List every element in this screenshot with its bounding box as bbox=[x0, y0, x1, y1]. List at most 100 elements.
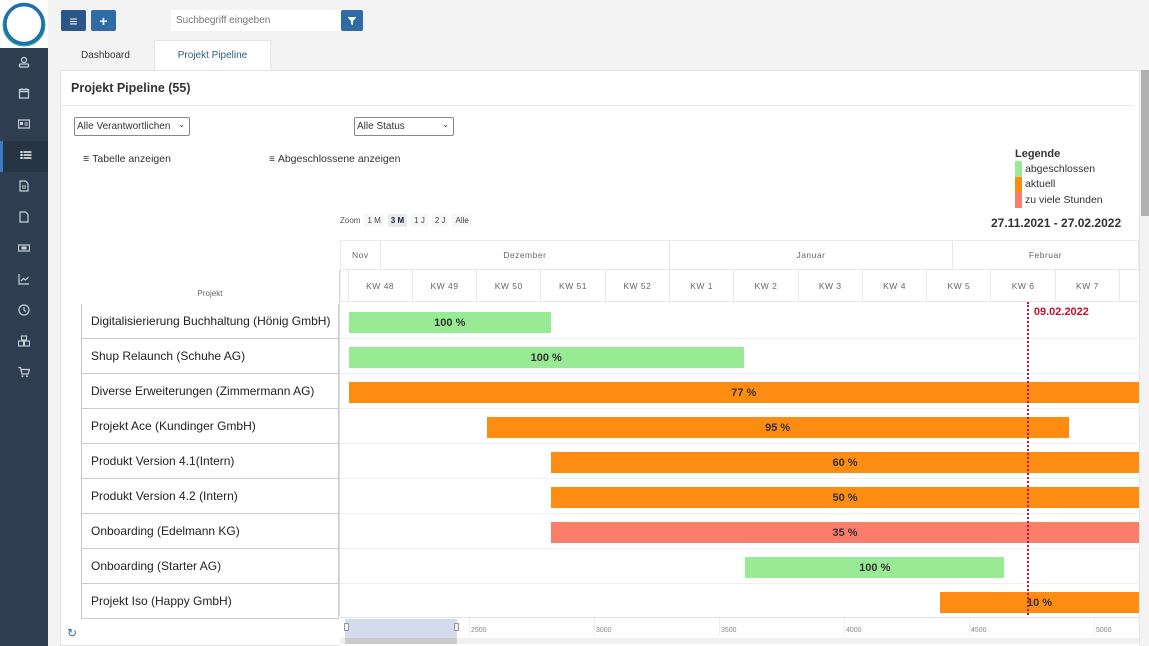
project-bar[interactable]: 100 % bbox=[348, 312, 552, 333]
progress-label: 35 % bbox=[832, 526, 858, 539]
project-row-label[interactable]: Produkt Version 4.2 (Intern) bbox=[81, 479, 339, 514]
project-column-header: Projekt bbox=[197, 289, 223, 298]
show-table-link[interactable]: ≡ Tabelle anzeigen bbox=[83, 153, 171, 165]
filter-button[interactable] bbox=[341, 10, 363, 31]
tab-label: Projekt Pipeline bbox=[177, 50, 248, 61]
legend-item-completed: abgeschlossen bbox=[1015, 161, 1103, 177]
sidebar-item-inventory[interactable] bbox=[0, 327, 48, 358]
today-marker bbox=[1026, 302, 1029, 615]
project-row-label[interactable]: Produkt Version 4.1(Intern) bbox=[81, 444, 339, 479]
progress-label: 60 % bbox=[832, 456, 858, 469]
sidebar-item-reports[interactable] bbox=[0, 265, 48, 296]
navigator-tick-line bbox=[969, 618, 970, 636]
row-gridline bbox=[340, 373, 1140, 374]
hamburger-icon: ≡ bbox=[69, 12, 78, 29]
zoom-1j-button[interactable]: 1 J bbox=[411, 214, 428, 227]
row-gridline bbox=[340, 583, 1140, 584]
sidebar-item-contacts[interactable] bbox=[0, 110, 48, 141]
project-row-label[interactable]: Projekt Iso (Happy GmbH) bbox=[81, 584, 339, 619]
project-bar[interactable]: 10 % bbox=[940, 592, 1139, 613]
menu-button[interactable]: ≡ bbox=[61, 10, 86, 31]
status-filter-select[interactable]: Alle Status ⌄ bbox=[354, 117, 454, 136]
project-row-label[interactable]: Shup Relaunch (Schuhe AG) bbox=[81, 339, 339, 374]
zoom-all-button[interactable]: Alle bbox=[452, 214, 472, 227]
week-cell-partial bbox=[340, 270, 349, 302]
week-cell-partial bbox=[1120, 270, 1139, 302]
project-bar[interactable]: 95 % bbox=[486, 417, 1069, 438]
navigator-tick-line bbox=[1094, 618, 1095, 636]
legend-label: abgeschlossen bbox=[1025, 162, 1096, 175]
range-navigator[interactable] bbox=[340, 617, 1139, 646]
sidebar bbox=[0, 0, 48, 646]
progress-label: 100 % bbox=[530, 351, 562, 364]
legend-title: Legende bbox=[1015, 148, 1061, 160]
project-row-label[interactable]: Onboarding (Edelmann KG) bbox=[81, 514, 339, 549]
week-cell: KW 4 bbox=[862, 270, 928, 302]
project-bar[interactable]: 60 % bbox=[551, 452, 1139, 473]
checklist-icon: ≡ bbox=[269, 153, 275, 165]
status-filter-value: Alle Status bbox=[357, 121, 405, 132]
project-bar[interactable]: 50 % bbox=[551, 487, 1139, 508]
sidebar-item-file[interactable] bbox=[0, 203, 48, 234]
row-gridline bbox=[340, 478, 1140, 479]
search-input[interactable] bbox=[171, 10, 341, 31]
project-row-label[interactable]: Projekt Ace (Kundinger GmbH) bbox=[81, 409, 339, 444]
project-bar[interactable]: 100 % bbox=[348, 347, 744, 368]
row-gridline bbox=[340, 513, 1140, 514]
navigator-handle-right[interactable] bbox=[454, 623, 459, 631]
app-logo[interactable] bbox=[0, 0, 48, 48]
document-icon bbox=[18, 180, 30, 195]
show-table-label: Tabelle anzeigen bbox=[92, 153, 171, 165]
sidebar-item-money[interactable] bbox=[0, 234, 48, 265]
legend-item-current: aktuell bbox=[1015, 176, 1103, 192]
owner-filter-select[interactable]: Alle Verantwortlichen ⌄ bbox=[74, 117, 190, 136]
navigator-handle-left[interactable] bbox=[344, 623, 349, 631]
refresh-icon[interactable]: ↻ bbox=[67, 626, 78, 640]
logo-ring-icon bbox=[2, 2, 46, 47]
tab-dashboard[interactable]: Dashboard bbox=[58, 40, 153, 70]
tab-projekt-pipeline[interactable]: Projekt Pipeline bbox=[154, 40, 271, 70]
page-scrollbar[interactable] bbox=[1141, 70, 1149, 216]
cart-icon bbox=[18, 366, 31, 381]
chart-icon bbox=[18, 273, 30, 288]
filter-icon bbox=[347, 13, 357, 29]
timeline-border bbox=[339, 270, 340, 616]
calendar-icon bbox=[18, 87, 30, 102]
month-cell: Februar bbox=[952, 240, 1139, 270]
navigator-scrollbar-thumb[interactable] bbox=[345, 638, 457, 644]
project-bar[interactable]: 35 % bbox=[551, 522, 1139, 543]
navigator-tick-label: 4000 bbox=[846, 627, 862, 634]
navigator-scrollbar[interactable] bbox=[340, 638, 1139, 644]
zoom-1m-button[interactable]: 1 M bbox=[364, 214, 384, 227]
page-title: Projekt Pipeline (55) bbox=[71, 81, 191, 95]
legend-swatch bbox=[1015, 161, 1022, 177]
show-completed-link[interactable]: ≡ Abgeschlossene anzeigen bbox=[269, 153, 400, 165]
zoom-3m-button[interactable]: 3 M bbox=[387, 214, 408, 227]
week-cell: KW 7 bbox=[1055, 270, 1121, 302]
sidebar-item-projects[interactable] bbox=[0, 141, 48, 172]
owner-filter-value: Alle Verantwortlichen bbox=[77, 121, 171, 132]
sidebar-item-shop[interactable] bbox=[0, 358, 48, 389]
project-bar[interactable]: 77 % bbox=[348, 382, 1139, 403]
sidebar-item-time[interactable] bbox=[0, 296, 48, 327]
plus-icon: + bbox=[99, 12, 108, 29]
legend: Legende abgeschlossen aktuell zu viele S… bbox=[1015, 148, 1103, 208]
navigator-selection[interactable] bbox=[345, 619, 457, 639]
project-row-label[interactable]: Digitalisierierung Buchhaltung (Hönig Gm… bbox=[81, 304, 339, 339]
legend-swatch bbox=[1015, 192, 1022, 208]
add-button[interactable]: + bbox=[91, 10, 116, 31]
project-row-label[interactable]: Diverse Erweiterungen (Zimmermann AG) bbox=[81, 374, 339, 409]
progress-label: 10 % bbox=[1026, 596, 1053, 609]
chevron-down-icon: ⌄ bbox=[178, 120, 185, 129]
zoom-2j-button[interactable]: 2 J bbox=[431, 214, 449, 227]
navigator-tick-label: 3500 bbox=[721, 627, 737, 634]
project-bar[interactable]: 100 % bbox=[745, 557, 1005, 578]
boxes-icon bbox=[17, 335, 31, 350]
sidebar-item-calendar[interactable] bbox=[0, 79, 48, 110]
project-row-label[interactable]: Onboarding (Starter AG) bbox=[81, 549, 339, 584]
sidebar-item-user[interactable] bbox=[0, 48, 48, 79]
navigator-tick-line bbox=[594, 618, 595, 636]
money-icon bbox=[17, 242, 31, 257]
sidebar-item-documents[interactable] bbox=[0, 172, 48, 203]
progress-label: 100 % bbox=[434, 316, 466, 329]
